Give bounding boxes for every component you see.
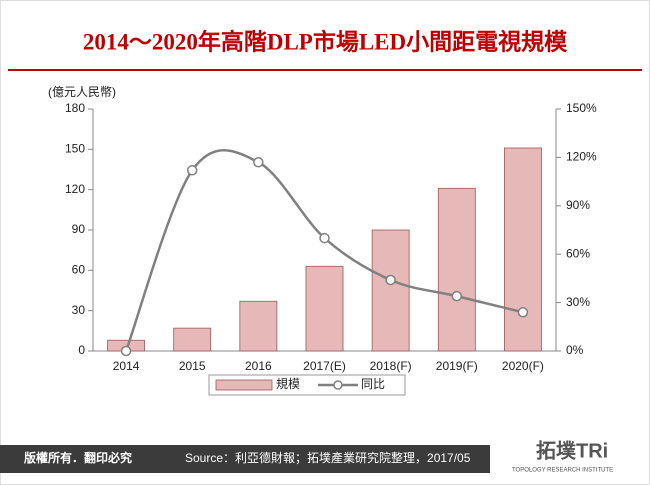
- legend-label: 規模: [276, 376, 300, 391]
- bar: [305, 265, 344, 352]
- bar: [437, 187, 476, 352]
- logo: 拓墣TRi: [536, 439, 608, 462]
- legend-swatch: [215, 379, 273, 391]
- y-tick-label: 0: [78, 343, 85, 357]
- y-tick-label: 150: [65, 142, 85, 156]
- footer-source: Source：利亞德財報；拓墣產業研究院整理，2017/05: [185, 450, 471, 465]
- y-tick-label: 30: [72, 303, 86, 317]
- bar: [504, 147, 542, 352]
- bar: [371, 229, 410, 352]
- line-marker: [120, 345, 132, 357]
- y2-tick-label: 120%: [566, 150, 597, 164]
- legend-label: 同比: [361, 377, 385, 391]
- y2-tick-label: 60%: [566, 246, 590, 260]
- y2-tick-label: 90%: [566, 198, 590, 212]
- y-tick-label: 120: [65, 182, 85, 196]
- x-tick-label: 2016: [245, 359, 272, 373]
- y2-tick-label: 30%: [566, 295, 590, 309]
- legend-marker: [333, 380, 343, 390]
- y2-tick-label: 150%: [566, 101, 597, 115]
- chart-title: 2014～2020年高階DLP市場LED小間距電視規模: [83, 28, 568, 54]
- line-marker: [451, 290, 463, 302]
- x-tick-label: 2014: [113, 359, 140, 373]
- y-tick-label: 180: [65, 101, 85, 115]
- footer-rights: 版權所有．翻印必究: [24, 450, 132, 465]
- x-tick-label: 2019(F): [436, 359, 478, 373]
- logo-sub: TOPOLOGY RESEARCH INSTITUTE: [512, 468, 613, 474]
- bar: [173, 327, 212, 352]
- x-tick-label: 2017(E): [303, 359, 346, 373]
- x-tick-label: 2020(F): [502, 359, 544, 373]
- x-tick-label: 2015: [179, 359, 206, 373]
- line-marker: [253, 156, 264, 168]
- line-marker: [319, 232, 330, 244]
- x-tick-label: 2018(F): [370, 359, 412, 373]
- y-tick-label: 90: [72, 222, 86, 236]
- y-axis-label: (億元人民幣): [48, 85, 116, 99]
- bar: [239, 300, 278, 352]
- footer-bar: [0, 445, 490, 473]
- line-marker: [385, 274, 396, 286]
- line-marker: [186, 165, 198, 176]
- y-tick-label: 60: [72, 263, 86, 277]
- y2-tick-label: 0%: [566, 343, 584, 357]
- line-marker: [517, 307, 529, 318]
